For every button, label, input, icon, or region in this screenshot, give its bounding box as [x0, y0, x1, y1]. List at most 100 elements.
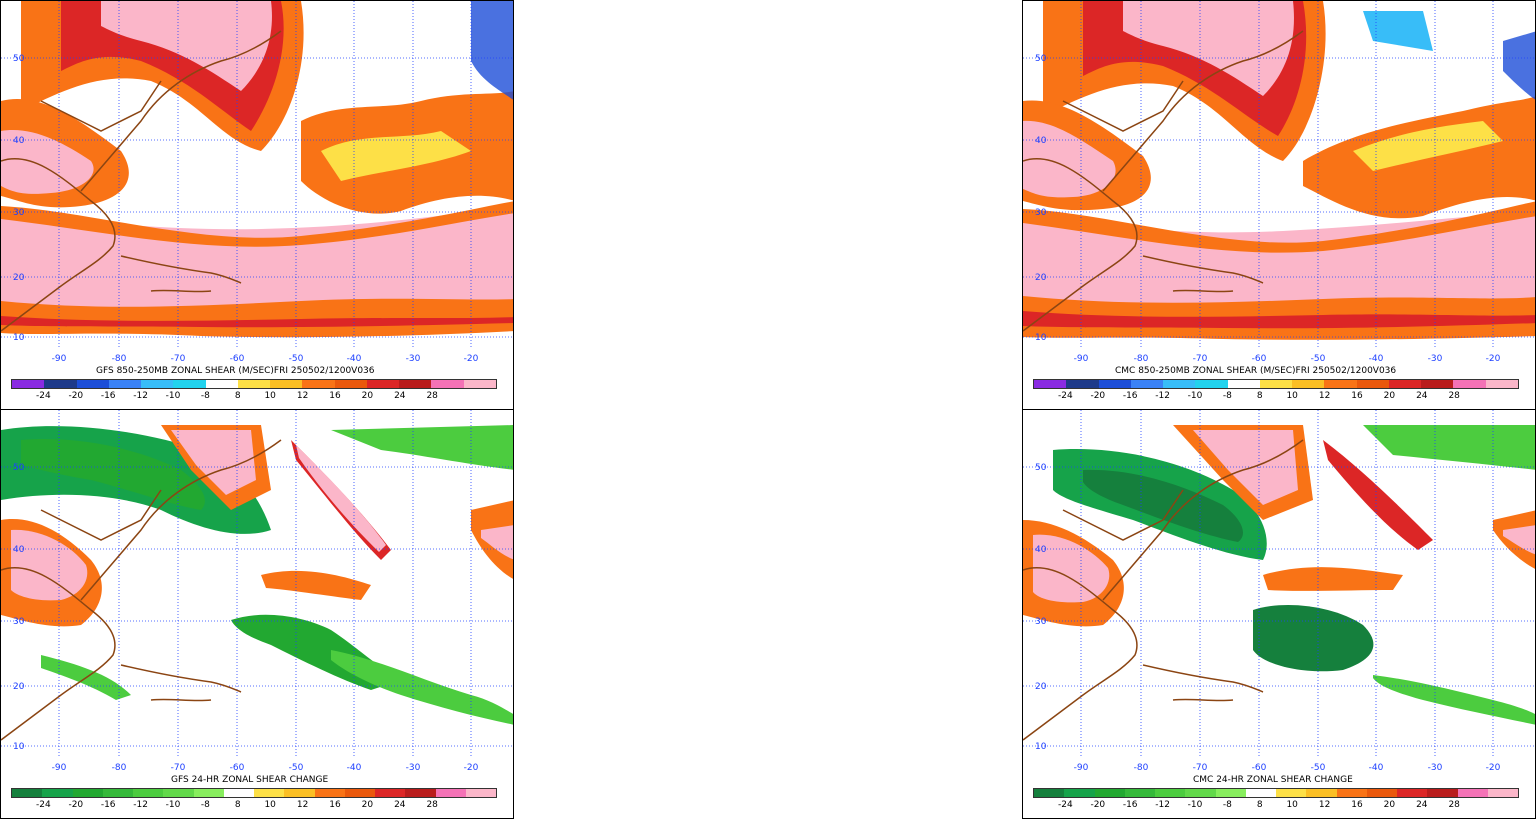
colorbar-swatch — [1487, 789, 1518, 797]
lon-label: -90 — [1074, 354, 1089, 364]
lon-label: -90 — [52, 354, 67, 364]
colorbar-label: 8 — [1256, 391, 1263, 401]
lon-label: -80 — [1134, 354, 1149, 364]
colorbar-swatch — [463, 380, 496, 388]
colorbar-label: -16 — [1122, 800, 1138, 810]
lat-label: 50 — [1035, 54, 1047, 64]
colorbar-label: -8 — [200, 800, 210, 810]
lat-label: 10 — [1035, 742, 1047, 752]
colorbar-swatch — [314, 789, 345, 797]
colorbar-label: -16 — [100, 391, 116, 401]
colorbar-swatch — [1388, 380, 1422, 388]
lon-label: -80 — [1134, 763, 1149, 773]
lat-label: 40 — [13, 136, 25, 146]
colorbar-swatch — [1098, 380, 1131, 388]
cmc-shear-map: 50 40 30 20 10 -90 -80 -70 -60 -50 -40 -… — [1023, 1, 1535, 364]
colorbar-swatch — [1324, 380, 1357, 388]
colorbar-label: 12 — [296, 391, 309, 401]
gfs-shear-map: 50 40 30 20 10 -90 -80 -70 -60 -50 -40 -… — [1, 1, 513, 364]
lon-label: -50 — [1311, 354, 1326, 364]
colorbar-label: -10 — [1187, 800, 1203, 810]
colorbar-swatch — [375, 789, 406, 797]
colorbar-label: -16 — [100, 800, 116, 810]
colorbar-label: -10 — [165, 800, 181, 810]
colorbar-label: 10 — [264, 800, 276, 810]
colorbar-label: -8 — [1222, 391, 1232, 401]
colorbar-swatch — [1336, 789, 1367, 797]
colorbar-label: -16 — [1122, 391, 1138, 401]
colorbar-swatch — [12, 380, 45, 388]
colorbar-label: -24 — [1058, 391, 1073, 401]
lat-label: 20 — [1035, 273, 1047, 283]
colorbar-label: 8 — [234, 391, 241, 401]
lat-label: 40 — [1035, 545, 1047, 555]
lat-label: 30 — [13, 617, 25, 627]
colorbar-label: 16 — [1351, 391, 1363, 401]
colorbar-label: 12 — [296, 800, 309, 810]
gfs-change-map: 50 40 30 20 10 -90 -80 -70 -60 -50 -40 -… — [1, 410, 513, 773]
colorbar-label: 12 — [1318, 800, 1331, 810]
colorbar-label: 28 — [426, 800, 438, 810]
colorbar-label: -20 — [1090, 800, 1106, 810]
colorbar-swatch — [366, 380, 400, 388]
colorbar-swatch — [1259, 380, 1293, 388]
colorbar-label: 24 — [1416, 391, 1428, 401]
lon-label: -30 — [1428, 763, 1443, 773]
colorbar-swatch — [1130, 380, 1164, 388]
panel-caption: GFS 850-250MB ZONAL SHEAR (M/SEC)FRI 250… — [96, 366, 375, 376]
lat-label: 20 — [13, 682, 25, 692]
colorbar-label: 10 — [1286, 800, 1298, 810]
lat-label: 10 — [13, 742, 25, 752]
colorbar-swatch — [1427, 789, 1458, 797]
colorbar-swatch — [42, 789, 73, 797]
colorbar-swatch — [334, 380, 367, 388]
colorbar-label: -24 — [1058, 800, 1073, 810]
colorbar-label: 16 — [329, 391, 341, 401]
colorbar-swatch — [254, 789, 285, 797]
lon-label: -20 — [1486, 354, 1501, 364]
colorbar-swatch — [1155, 789, 1186, 797]
colorbar-swatch — [237, 380, 271, 388]
colorbar-swatch — [1195, 380, 1228, 388]
colorbar-swatch — [284, 789, 315, 797]
colorbar-swatch — [1163, 380, 1196, 388]
panel-caption: GFS 24-HR ZONAL SHEAR CHANGE — [171, 775, 329, 785]
colorbar-swatch — [465, 789, 496, 797]
lat-label: 10 — [13, 333, 25, 343]
colorbar-swatch — [1276, 789, 1307, 797]
cmc-change-panel: 50 40 30 20 10 -90 -80 -70 -60 -50 -40 -… — [1022, 409, 1536, 819]
colorbar-swatch — [1034, 789, 1065, 797]
colorbar-label: 10 — [1286, 391, 1298, 401]
colorbar-label: 20 — [1383, 800, 1396, 810]
tl-lat-labels: 50 40 30 20 10 — [13, 54, 25, 343]
lon-label: -20 — [464, 354, 479, 364]
colorbar-swatch — [435, 789, 466, 797]
colorbar-swatch — [1215, 789, 1246, 797]
colorbar-shear — [11, 379, 497, 389]
colorbar-label: -8 — [1222, 800, 1232, 810]
colorbar-label: -10 — [165, 391, 181, 401]
lon-label: -60 — [230, 763, 245, 773]
lon-label: -70 — [171, 354, 186, 364]
lat-label: 30 — [13, 208, 25, 218]
lon-label: -40 — [347, 763, 362, 773]
colorbar-swatch — [163, 789, 194, 797]
colorbar-label: 28 — [1448, 391, 1460, 401]
colorbar-swatch — [1356, 380, 1389, 388]
colorbar-label: 16 — [1351, 800, 1363, 810]
colorbar-labels: -24 -20 -16 -12 -10 -8 8 10 12 16 20 24 28 — [1033, 800, 1519, 812]
gfs-change-panel: 50 40 30 20 10 -90 -80 -70 -60 -50 -40 -… — [0, 409, 514, 819]
lon-label: -30 — [406, 354, 421, 364]
colorbar-label: 20 — [1383, 391, 1396, 401]
lat-label: 50 — [1035, 463, 1047, 473]
colorbar-label: -20 — [1090, 391, 1106, 401]
colorbar-swatch — [405, 789, 436, 797]
lon-label: -40 — [1369, 354, 1384, 364]
lon-label: -40 — [347, 354, 362, 364]
colorbar-swatch — [44, 380, 77, 388]
colorbar-label: -12 — [1155, 391, 1170, 401]
lat-label: 10 — [1035, 333, 1047, 343]
colorbar-label: 8 — [234, 800, 241, 810]
colorbar-swatch — [1366, 789, 1397, 797]
tl-lon-labels: -90 -80 -70 -60 -50 -40 -30 -20 — [52, 354, 479, 364]
